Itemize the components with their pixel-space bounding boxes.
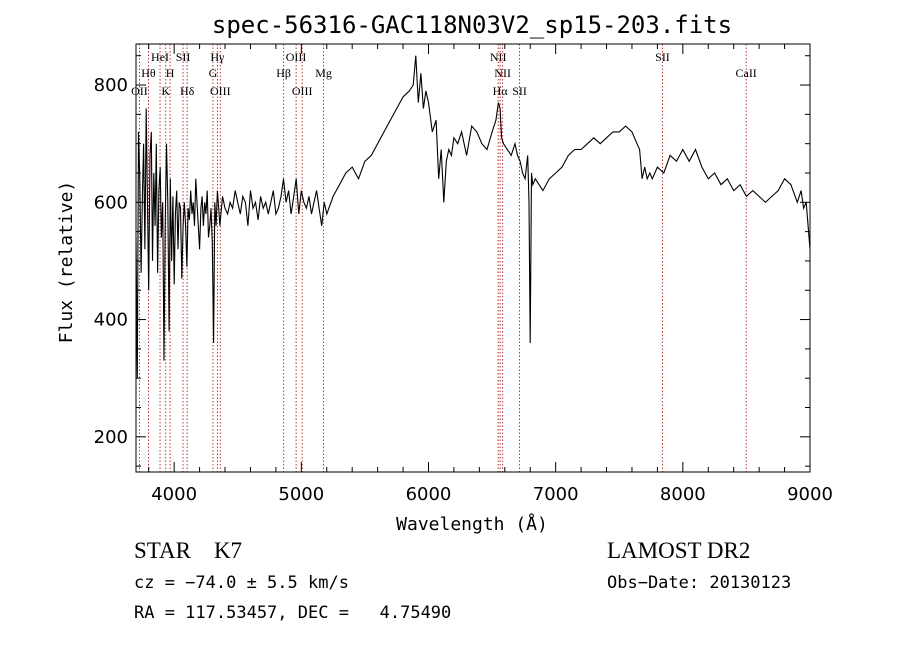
x-tick-label: 4000 [151,484,197,505]
emission-line-label: K [161,84,170,98]
emission-line-label: CaII [735,66,756,80]
chart-title: spec-56316-GAC118N03V2_sp15-203.fits [212,11,732,39]
emission-line-label: G [209,66,218,80]
emission-line-label: H [166,66,175,80]
x-tick-label: 8000 [660,484,706,505]
emission-line-label: Hα [493,84,509,98]
spectrum-line [135,55,811,379]
x-tick-label: 7000 [533,484,579,505]
emission-line-label: HeI [151,50,169,64]
emission-line-label: Hγ [210,50,225,64]
emission-line-label: OIII [292,84,313,98]
emission-line-label: OIII [286,50,307,64]
survey-name: LAMOST DR2 [607,538,751,563]
ra-dec: RA = 117.53457, DEC = 4.75490 [134,603,452,623]
y-tick-label: 200 [94,427,128,448]
emission-line-label: Mg [315,66,332,80]
x-axis-ticks: 4000 5000 6000 7000 8000 9000 [148,44,833,505]
plot-frame [135,43,811,473]
x-axis-label: Wavelength (Å) [396,513,548,535]
y-axis-label: Flux (relative) [56,181,77,344]
observation-date: Obs−Date: 20130123 [607,573,792,593]
emission-line-label: SII [176,50,191,64]
x-tick-label: 6000 [406,484,452,505]
y-tick-label: 400 [94,310,128,331]
emission-line-label: Hδ [180,84,195,98]
redshift-cz: cz = −74.0 ± 5.5 km/s [134,573,349,593]
emission-line-label: Hβ [276,66,291,80]
emission-line-label: OIII [210,84,231,98]
x-tick-label: 5000 [278,484,324,505]
spectral-class: STAR K7 [134,538,243,563]
y-tick-label: 600 [94,192,128,213]
emission-line-markers [138,44,747,472]
emission-line-label: NII [490,50,507,64]
emission-line-label: SII [655,50,670,64]
emission-line-label: SII [512,84,527,98]
emission-line-label: NII [494,66,511,80]
emission-line-labels: HθOIIHeIHKSIIHδHγGOIIIOIIIHβOIIIMgNIINII… [131,50,757,98]
x-tick-label: 9000 [787,484,833,505]
emission-line-label: Hθ [141,66,156,80]
y-tick-label: 800 [94,75,128,96]
y-axis-ticks: 200 400 600 800 [94,55,810,467]
emission-line-label: OII [131,84,148,98]
